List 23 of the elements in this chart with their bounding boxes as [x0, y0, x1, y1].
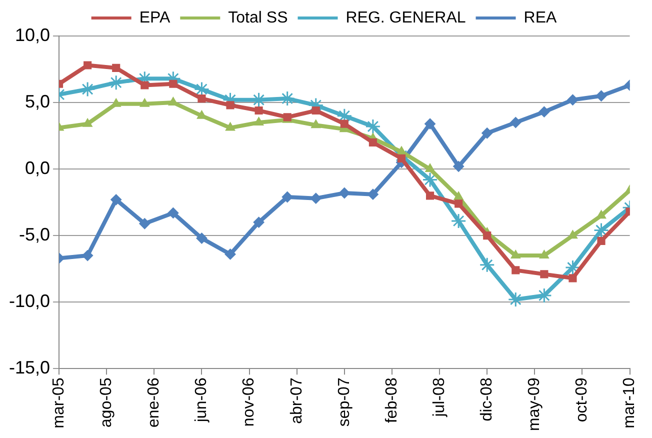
y-tick-label: 0,0: [24, 158, 50, 178]
x-tick-label: mar-05: [50, 378, 68, 428]
x-tick-label: mar-10: [621, 378, 638, 428]
x-tick-label: oct-09: [574, 378, 591, 422]
legend-label: Total SS: [228, 9, 288, 26]
x-tick-label: dic-08: [478, 378, 496, 422]
x-tick-label: ago-05: [98, 378, 115, 428]
y-tick-label: -5,0: [18, 224, 50, 245]
y-tick-label: 5,0: [24, 92, 50, 112]
x-tick-label: nov-06: [240, 378, 258, 427]
x-tick-label: feb-08: [383, 378, 400, 424]
y-tick-label: -15,0: [8, 358, 50, 378]
legend-label: REA: [524, 9, 557, 26]
legend-label: EPA: [139, 9, 170, 26]
y-tick-label: 10,0: [14, 24, 50, 45]
y-tick-label: -10,0: [8, 291, 50, 312]
x-tick-label: may-09: [526, 378, 544, 432]
x-tick-label: sep-07: [336, 378, 353, 427]
x-tick-label: jul-08: [430, 378, 448, 418]
x-tick-label: abr-07: [288, 378, 306, 424]
legend-label: REG. GENERAL: [346, 9, 466, 26]
x-tick-label: jun-06: [193, 378, 210, 424]
x-tick-label: ene-06: [146, 378, 163, 428]
